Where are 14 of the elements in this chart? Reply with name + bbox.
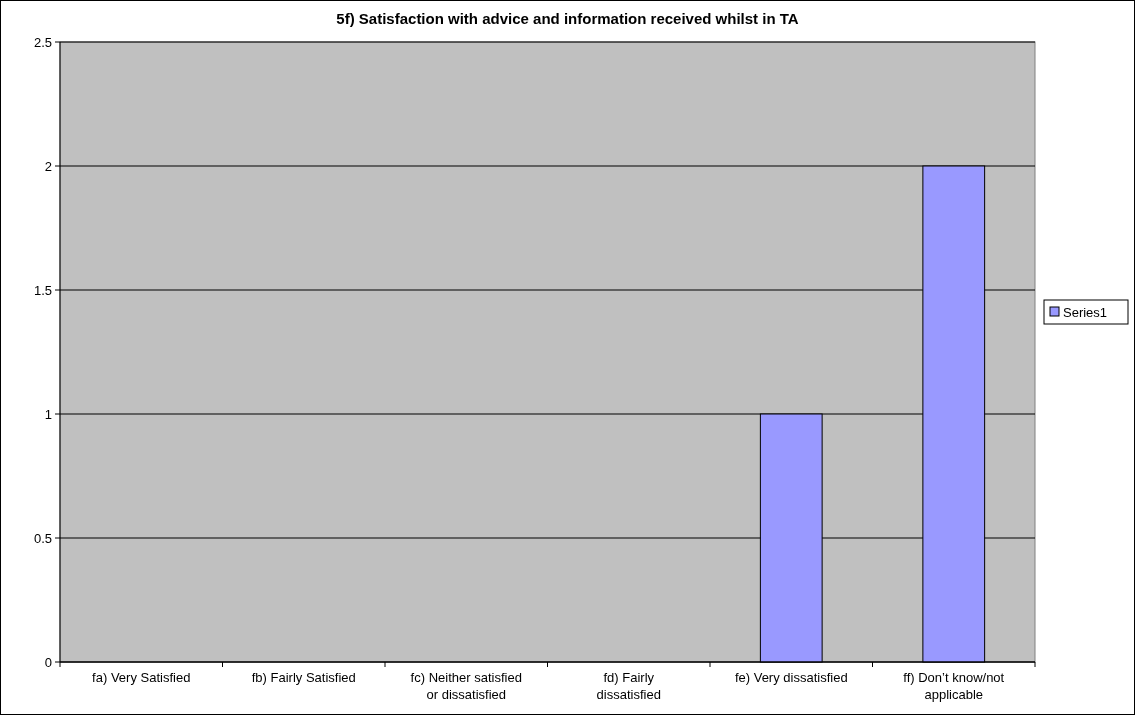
x-tick-label: fe) Very dissatisfied xyxy=(734,670,848,685)
x-tick-label: fb) Fairly Satisfied xyxy=(251,670,356,685)
y-tick-label: 1.5 xyxy=(33,282,52,298)
y-tick-label: 0.5 xyxy=(33,530,52,546)
chart-title: 5f) Satisfaction with advice and information received whilst in TA xyxy=(336,10,799,27)
y-tick-label: 0 xyxy=(44,654,52,670)
x-tick-label: fd) Fairly dissatisfied xyxy=(596,670,661,702)
y-tick-label: 2 xyxy=(44,158,52,174)
legend-label: Series1 xyxy=(1063,304,1108,320)
y-tick-label: 1 xyxy=(44,406,52,422)
x-tick-label: fc) Neither satisfied or dissatisfied xyxy=(410,670,522,702)
y-tick-label: 2.5 xyxy=(33,34,52,50)
x-tick-label: fa) Very Satisfied xyxy=(92,670,191,685)
x-tick-label: ff) Don’t know/not applicable xyxy=(903,670,1005,702)
